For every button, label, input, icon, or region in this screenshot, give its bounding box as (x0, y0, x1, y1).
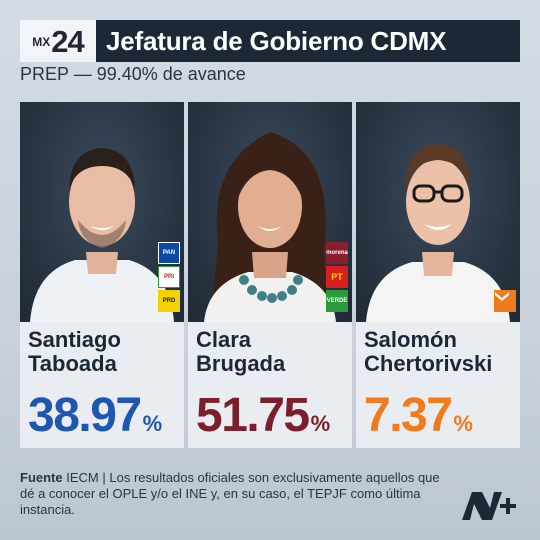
percentage-value: 7.37 (364, 389, 453, 442)
necklace-icon (239, 275, 303, 303)
separator: | (102, 470, 106, 485)
candidate-card-chertorivski: Salomón Chertorivski 7.37% (356, 102, 520, 448)
party-logos-chertorivski (494, 290, 516, 312)
n-plus-logo-icon (460, 488, 520, 529)
candidate-percentage: 38.97% (28, 388, 162, 443)
source-value: IECM (66, 470, 99, 485)
percentage-sign: % (310, 411, 331, 436)
pri-logo-icon: PRI (158, 266, 180, 288)
mc-logo-icon (494, 290, 516, 312)
person-photo-icon (204, 132, 336, 322)
candidate-name: Clara Brugada (196, 328, 348, 376)
badge-prefix: MX (32, 35, 51, 49)
verde-logo-icon: VERDE (326, 290, 348, 312)
candidate-last-name: Brugada (196, 351, 286, 376)
pan-logo-icon: PAN (158, 242, 180, 264)
candidate-card-brugada: morena PT VERDE Clara Brugada 51.75% (188, 102, 352, 448)
candidate-name: Santiago Taboada (28, 328, 180, 376)
candidate-last-name: Chertorivski (364, 351, 493, 376)
morena-logo-icon: morena (326, 242, 348, 264)
party-logos-taboada: PAN PRI PRD (158, 242, 180, 312)
candidate-first-name: Clara (196, 327, 252, 352)
source-label: Fuente (20, 470, 63, 485)
footer-disclaimer: Fuente IECM | Los resultados oficiales s… (20, 470, 440, 518)
disclaimer-text: Los resultados oficiales son exclusivame… (20, 470, 440, 517)
percentage-sign: % (453, 411, 473, 436)
pt-logo-icon: PT (326, 266, 348, 288)
glasses-icon (412, 184, 464, 203)
candidate-photo-chertorivski (356, 102, 520, 322)
percentage-value: 51.75 (196, 389, 310, 442)
candidate-first-name: Santiago (28, 327, 121, 352)
candidate-card-taboada: PAN PRI PRD Santiago Taboada 38.97% (20, 102, 184, 448)
header-bar: MX 24 Jefatura de Gobierno CDMX (20, 20, 520, 62)
candidate-name: Salomón Chertorivski (364, 328, 516, 376)
candidate-percentage: 7.37% (364, 388, 473, 443)
percentage-sign: % (142, 411, 163, 436)
candidate-first-name: Salomón (364, 327, 457, 352)
mx24-badge: MX 24 (20, 20, 96, 62)
page-title: Jefatura de Gobierno CDMX (106, 25, 447, 56)
candidate-photo-brugada: morena PT VERDE (188, 102, 352, 322)
person-photo-icon (30, 148, 174, 322)
prd-logo-icon: PRD (158, 290, 180, 312)
badge-number: 24 (51, 24, 84, 59)
party-logos-brugada: morena PT VERDE (326, 242, 348, 312)
candidate-percentage: 51.75% (196, 388, 330, 443)
prep-progress-text: PREP — 99.40% de avance (20, 64, 246, 84)
percentage-value: 38.97 (28, 389, 142, 442)
candidate-photo-taboada: PAN PRI PRD (20, 102, 184, 322)
person-photo-icon (366, 144, 510, 322)
candidate-last-name: Taboada (28, 351, 117, 376)
